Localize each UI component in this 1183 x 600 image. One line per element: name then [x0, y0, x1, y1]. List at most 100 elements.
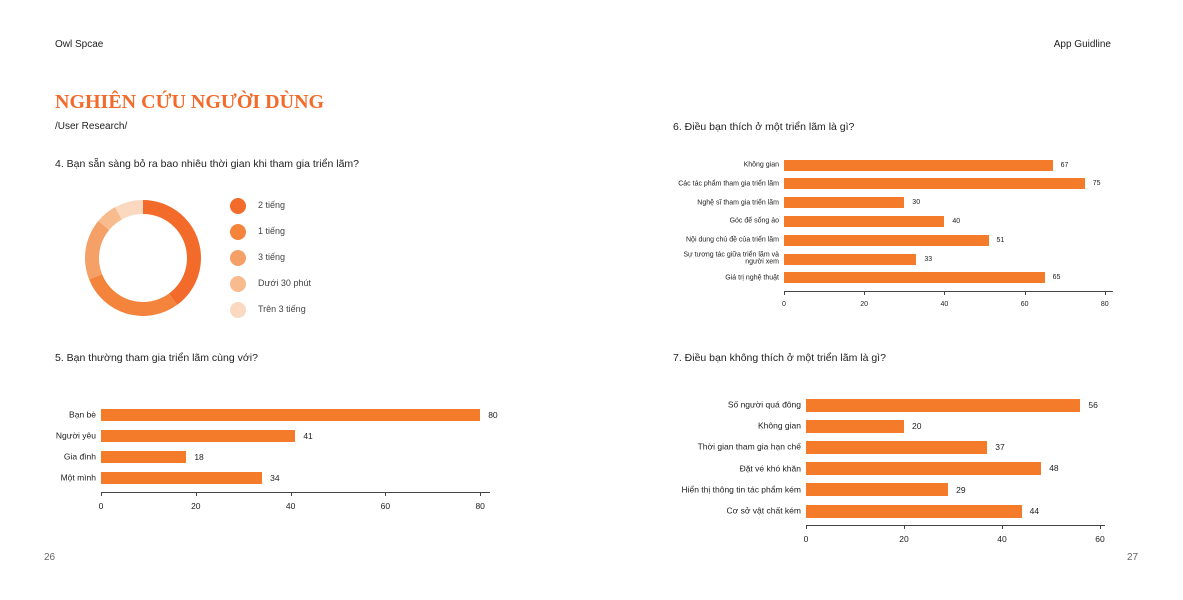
value-label: 37	[995, 442, 1005, 453]
bar	[101, 451, 187, 463]
bar-category: Hiển thị thông tin tác phẩm kém	[681, 484, 801, 495]
donut-slice	[115, 200, 143, 220]
bar	[101, 409, 481, 421]
donut-slice	[85, 221, 110, 280]
x-tick	[944, 291, 946, 295]
x-tick	[864, 291, 866, 295]
page-title: NGHIÊN CỨU NGƯỜI DÙNG	[55, 91, 325, 113]
legend-swatch	[230, 224, 246, 240]
value-label: 18	[194, 451, 204, 462]
bar-category: Giá trị nghệ thuật	[725, 274, 779, 282]
value-label: 30	[912, 199, 921, 207]
chart-title: 7. Điều bạn không thích ở một triển lãm …	[673, 352, 886, 364]
value-label: 33	[924, 255, 933, 263]
value-label: 41	[303, 430, 313, 441]
subtitle: /User Research/	[55, 121, 128, 132]
x-tick	[385, 492, 387, 496]
x-tick	[784, 291, 785, 295]
x-tick-label: 60	[1095, 534, 1105, 544]
bar	[784, 215, 945, 227]
bar	[806, 504, 1022, 518]
value-label: 44	[1029, 505, 1040, 516]
donut-slice	[143, 200, 201, 305]
x-tick-label: 80	[475, 501, 485, 511]
bar	[784, 272, 1045, 284]
chart-title: 4. Bạn sẵn sàng bỏ ra bao nhiêu thời gia…	[55, 158, 359, 170]
x-tick	[1104, 291, 1106, 295]
bar-category: Người yêu	[55, 430, 96, 441]
bar	[784, 159, 1053, 171]
x-tick-label: 40	[285, 501, 296, 511]
x-tick-label: 60	[1020, 301, 1029, 308]
value-label: 65	[1052, 274, 1061, 282]
legend-swatch	[230, 250, 246, 266]
value-label: 56	[1088, 399, 1098, 410]
x-tick	[1100, 525, 1101, 529]
x-tick-label: 80	[1100, 301, 1109, 308]
bar	[784, 234, 989, 246]
bar	[806, 419, 904, 433]
bar-category: Cơ sở vật chất kém	[726, 505, 801, 516]
bar-category: Gia đình	[63, 451, 96, 462]
x-tick-label: 0	[782, 301, 786, 308]
value-label: 80	[488, 409, 498, 420]
x-tick	[101, 492, 102, 496]
header-left: Owl Spcae	[55, 39, 104, 50]
x-tick	[290, 492, 292, 496]
page-number: 26	[44, 552, 56, 563]
bar	[806, 483, 949, 497]
legend-swatch	[230, 198, 246, 214]
header-right: App Guidline	[1053, 39, 1111, 50]
donut-slice	[89, 274, 178, 316]
bar-category: Góc để sống ảo	[729, 217, 779, 225]
bar	[784, 178, 1085, 190]
bar-category: Nghệ sĩ tham gia triển lãm	[697, 198, 779, 206]
legend-label: 3 tiếng	[258, 252, 286, 262]
value-label: 40	[952, 217, 961, 225]
x-tick	[480, 492, 482, 496]
value-label: 34	[270, 472, 280, 483]
x-tick-label: 20	[899, 534, 909, 544]
bar-category: Đặt vé khó khăn	[739, 463, 801, 474]
bar-category: Không gian	[743, 161, 779, 169]
legend-label: 1 tiếng	[258, 226, 286, 236]
value-label: 67	[1060, 161, 1069, 169]
bar	[784, 197, 905, 209]
value-label: 75	[1092, 180, 1101, 188]
chart-title: 5. Bạn thường tham gia triển lãm cùng vớ…	[55, 352, 258, 364]
bar	[806, 398, 1081, 412]
x-tick	[904, 525, 905, 529]
page-number: 27	[1127, 552, 1139, 563]
bar	[806, 462, 1042, 476]
donut-slice	[98, 207, 122, 230]
x-tick-label: 40	[997, 534, 1007, 544]
bar-category: Bạn bè	[69, 409, 96, 420]
bar	[784, 253, 917, 265]
x-tick-label: 60	[380, 501, 391, 511]
x-tick	[1002, 525, 1003, 529]
x-tick	[806, 525, 807, 529]
chart-title: 6. Điều bạn thích ở một triển lãm là gì?	[673, 121, 855, 133]
x-axis	[806, 525, 1105, 526]
bar-category: Các tác phẩm tham gia triển lãm	[678, 180, 779, 188]
legend-swatch	[230, 302, 246, 318]
x-tick-label: 0	[803, 534, 809, 544]
x-tick-label: 20	[191, 501, 201, 511]
bar	[806, 440, 988, 454]
legend-swatch	[230, 276, 246, 292]
bar-category: Sự tương tác giữa triển lãm và người xem	[683, 251, 779, 266]
bar	[101, 472, 263, 484]
x-axis	[784, 291, 1113, 292]
x-axis	[101, 492, 490, 493]
bar-category: Nội dung chủ đề của triển lãm	[686, 236, 779, 244]
value-label: 29	[956, 484, 966, 495]
value-label: 20	[912, 420, 922, 431]
x-tick	[195, 492, 197, 496]
x-tick	[1024, 291, 1026, 295]
value-label: 51	[996, 236, 1005, 244]
bar-category: Một mình	[60, 472, 96, 483]
legend-label: Dưới 30 phút	[258, 278, 311, 288]
bar-category: Không gian	[757, 420, 801, 431]
